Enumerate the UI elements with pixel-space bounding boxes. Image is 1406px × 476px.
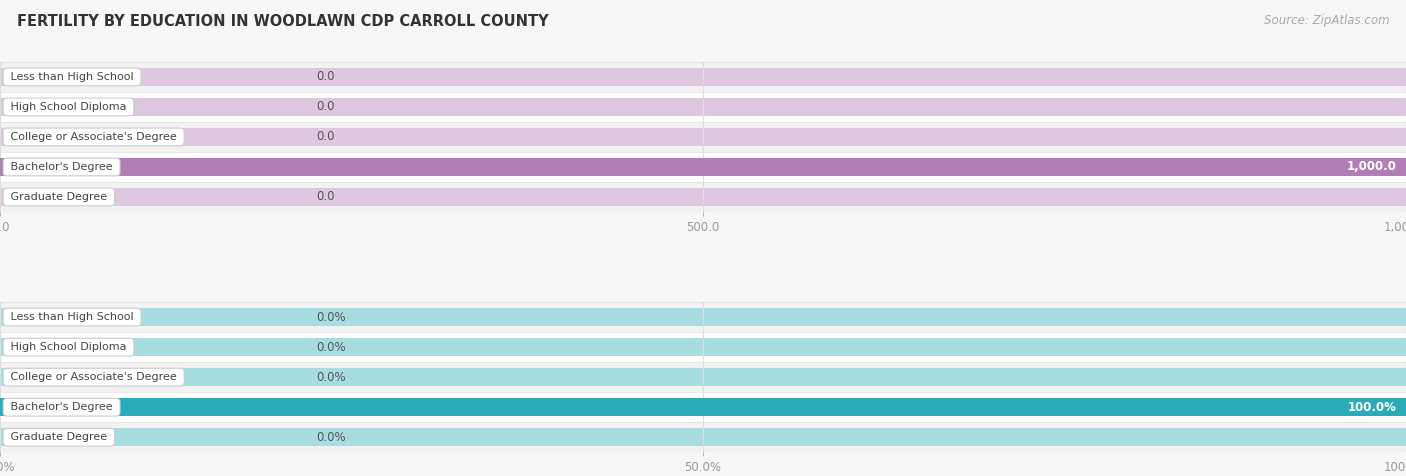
Text: Graduate Degree: Graduate Degree bbox=[7, 432, 111, 442]
Text: Source: ZipAtlas.com: Source: ZipAtlas.com bbox=[1264, 14, 1389, 27]
Text: FERTILITY BY EDUCATION IN WOODLAWN CDP CARROLL COUNTY: FERTILITY BY EDUCATION IN WOODLAWN CDP C… bbox=[17, 14, 548, 30]
Text: Less than High School: Less than High School bbox=[7, 312, 138, 322]
Bar bbox=[0, 98, 1406, 116]
Text: High School Diploma: High School Diploma bbox=[7, 342, 129, 352]
Text: 0.0: 0.0 bbox=[316, 100, 335, 113]
Text: College or Associate's Degree: College or Associate's Degree bbox=[7, 132, 180, 142]
Bar bbox=[0, 428, 1406, 446]
FancyBboxPatch shape bbox=[0, 422, 1406, 452]
FancyBboxPatch shape bbox=[0, 392, 1406, 422]
Text: 0.0%: 0.0% bbox=[316, 431, 346, 444]
FancyBboxPatch shape bbox=[0, 362, 1406, 392]
FancyBboxPatch shape bbox=[0, 332, 1406, 362]
Text: 0.0%: 0.0% bbox=[316, 310, 346, 324]
Text: 0.0: 0.0 bbox=[316, 130, 335, 143]
Text: Bachelor's Degree: Bachelor's Degree bbox=[7, 162, 117, 172]
FancyBboxPatch shape bbox=[0, 182, 1406, 212]
Bar bbox=[0, 188, 1406, 206]
Bar bbox=[0, 158, 1406, 176]
Text: 0.0%: 0.0% bbox=[316, 371, 346, 384]
Text: College or Associate's Degree: College or Associate's Degree bbox=[7, 372, 180, 382]
Bar bbox=[0, 398, 1406, 416]
Text: Bachelor's Degree: Bachelor's Degree bbox=[7, 402, 117, 412]
Text: 0.0: 0.0 bbox=[316, 190, 335, 204]
Bar bbox=[0, 308, 1406, 327]
FancyBboxPatch shape bbox=[0, 152, 1406, 182]
Bar bbox=[0, 158, 1406, 176]
FancyBboxPatch shape bbox=[0, 62, 1406, 92]
Text: 1,000.0: 1,000.0 bbox=[1347, 160, 1396, 173]
Bar bbox=[0, 368, 1406, 387]
Bar bbox=[0, 398, 1406, 416]
FancyBboxPatch shape bbox=[0, 302, 1406, 332]
Text: 100.0%: 100.0% bbox=[1347, 401, 1396, 414]
FancyBboxPatch shape bbox=[0, 122, 1406, 152]
Text: 0.0: 0.0 bbox=[316, 70, 335, 83]
FancyBboxPatch shape bbox=[0, 92, 1406, 122]
Text: Less than High School: Less than High School bbox=[7, 72, 138, 82]
Bar bbox=[0, 128, 1406, 146]
Bar bbox=[0, 338, 1406, 357]
Text: 0.0%: 0.0% bbox=[316, 341, 346, 354]
Bar bbox=[0, 68, 1406, 86]
Text: Graduate Degree: Graduate Degree bbox=[7, 192, 111, 202]
Text: High School Diploma: High School Diploma bbox=[7, 102, 129, 112]
